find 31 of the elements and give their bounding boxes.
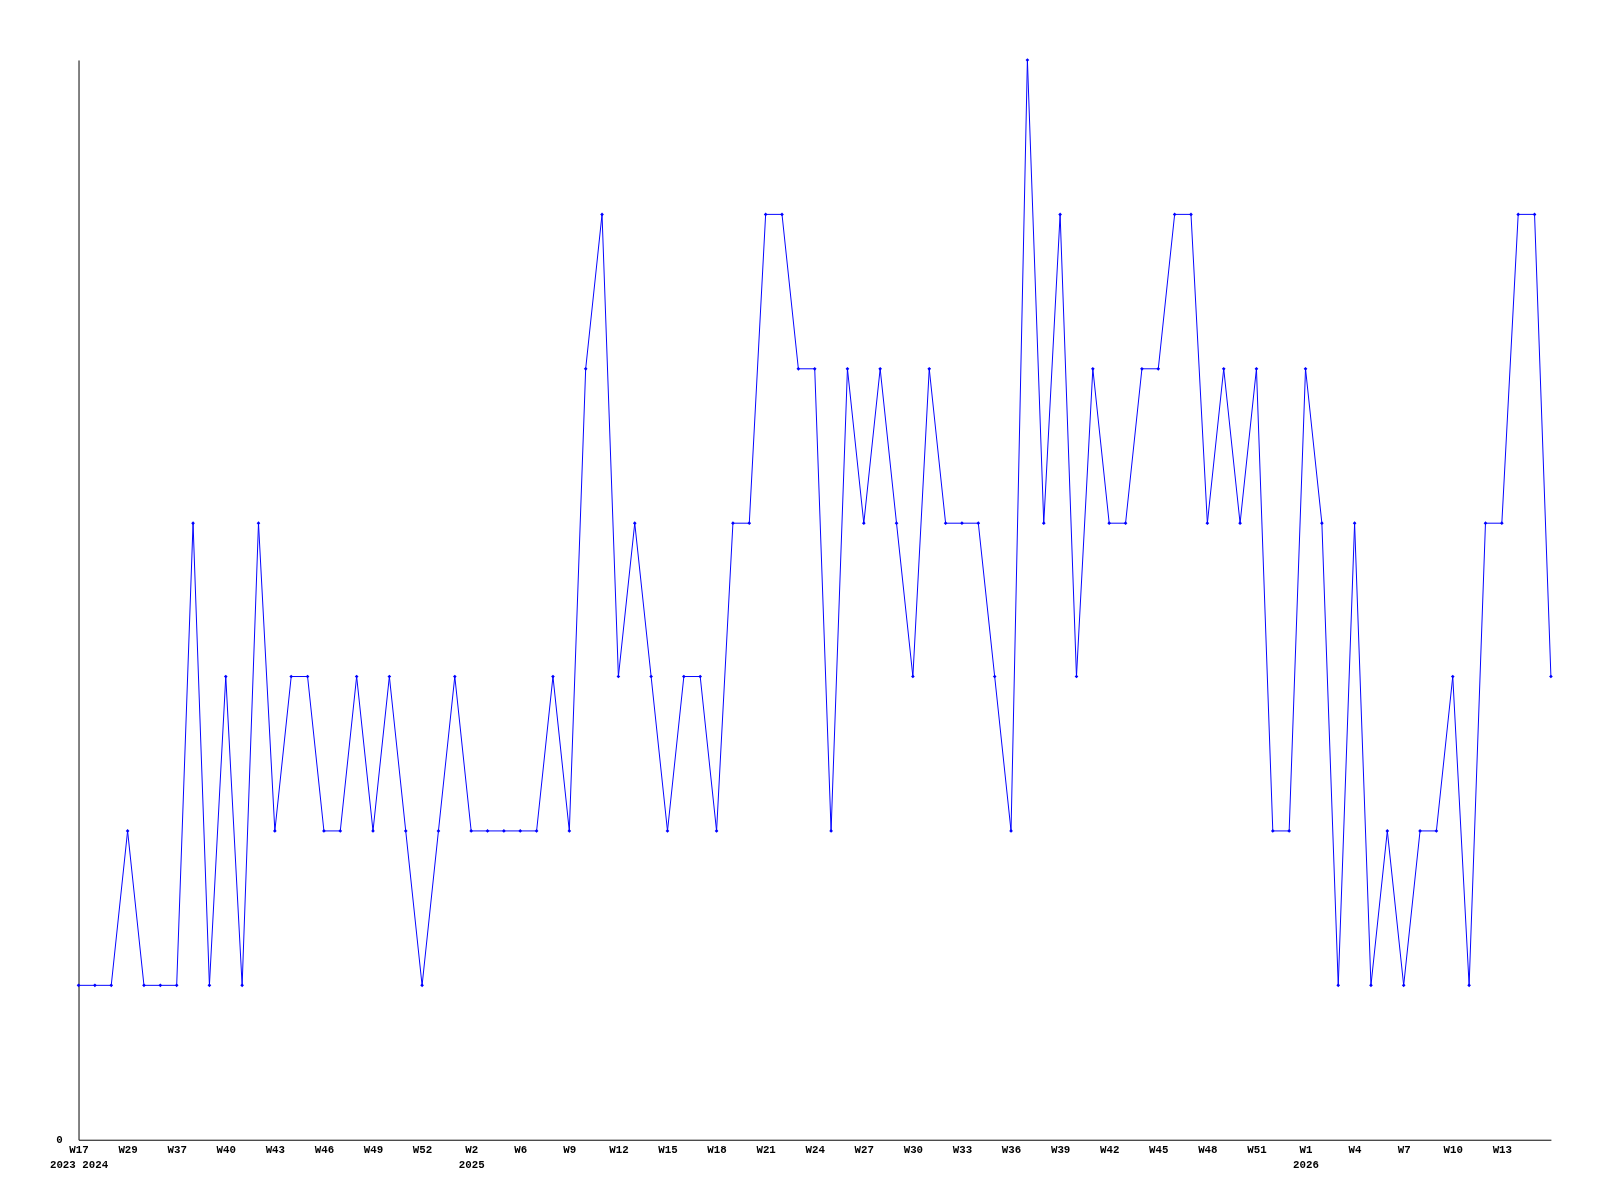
x-tick-label: W2 2025 xyxy=(458,1143,485,1171)
x-tick-label: W46 xyxy=(314,1143,335,1156)
x-tick-label: W21 xyxy=(756,1143,777,1156)
x-tick-label: W4 xyxy=(1348,1143,1363,1156)
x-tick-label: W40 xyxy=(216,1143,236,1156)
x-tick-label: W36 xyxy=(1001,1143,1022,1156)
x-tick-label: W12 xyxy=(609,1143,629,1156)
x-tick-label: W33 xyxy=(952,1143,973,1156)
x-tick-label: W39 xyxy=(1050,1143,1071,1156)
x-tick-label: W48 xyxy=(1198,1143,1218,1156)
x-tick-label: W10 xyxy=(1443,1143,1463,1156)
x-tick-label: W51 xyxy=(1247,1143,1268,1156)
x-tick-label: W7 xyxy=(1397,1143,1411,1156)
x-tick-label: W45 xyxy=(1149,1143,1169,1156)
x-tick-label: W49 xyxy=(363,1143,384,1156)
x-tick-label: W42 xyxy=(1099,1143,1120,1156)
x-tick-label: W13 xyxy=(1492,1143,1513,1156)
x-tick-label: W1 2026 xyxy=(1293,1143,1319,1171)
x-tick-label: W37 xyxy=(167,1143,187,1156)
x-tick-label: W15 xyxy=(658,1143,678,1156)
x-tick-label: W6 xyxy=(514,1143,528,1156)
x-tick-label: W52 xyxy=(412,1143,433,1156)
text: 0 xyxy=(56,1133,63,1146)
x-tick-label: W17 2023 2024 xyxy=(49,1143,109,1171)
x-tick-label: W24 xyxy=(805,1143,826,1156)
x-tick-label: W18 xyxy=(707,1143,727,1156)
x-tick-label: W27 xyxy=(854,1143,875,1156)
x-tick-label: W30 xyxy=(903,1143,924,1156)
x-tick-label: W29 xyxy=(118,1143,138,1156)
x-tick-label: W9 xyxy=(563,1143,577,1156)
x-tick-label: W43 xyxy=(265,1143,286,1156)
